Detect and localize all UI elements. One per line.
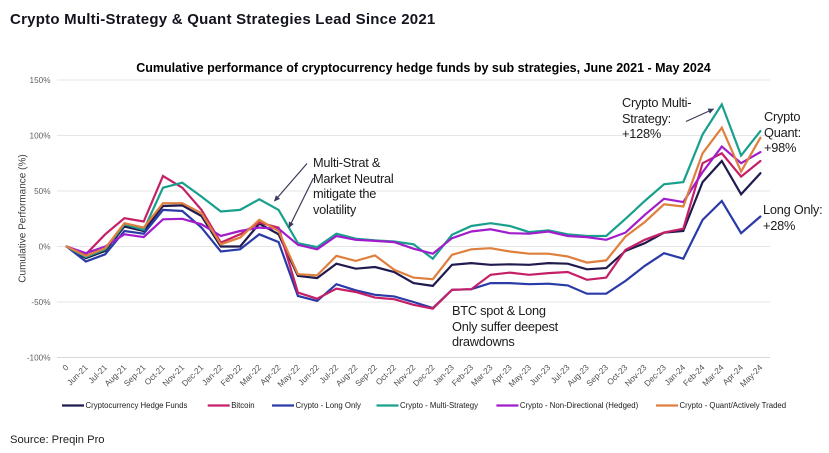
svg-text:150%: 150% (30, 76, 51, 85)
svg-text:Dec-23: Dec-23 (642, 362, 668, 388)
svg-text:Jun-23: Jun-23 (527, 362, 552, 387)
svg-text:Jun-21: Jun-21 (65, 362, 90, 387)
svg-text:Sep-23: Sep-23 (584, 362, 610, 388)
svg-text:Crypto - Quant/Actively Traded: Crypto - Quant/Actively Traded (680, 401, 787, 410)
svg-text:0: 0 (60, 362, 71, 373)
svg-text:-100%: -100% (27, 353, 51, 362)
svg-text:-50%: -50% (31, 298, 50, 307)
svg-text:Sep-22: Sep-22 (353, 362, 379, 388)
svg-text:Sep-21: Sep-21 (122, 362, 148, 388)
svg-text:Crypto - Multi-Strategy: Crypto - Multi-Strategy (400, 401, 478, 410)
svg-text:Cryptocurrency Hedge Funds: Cryptocurrency Hedge Funds (86, 401, 188, 410)
svg-text:Crypto - Non-Directional (Hedg: Crypto - Non-Directional (Hedged) (520, 401, 639, 410)
svg-text:Jun-22: Jun-22 (296, 362, 321, 387)
svg-text:Mar-22: Mar-22 (238, 362, 264, 388)
svg-text:Cumulative Performance (%): Cumulative Performance (%) (18, 154, 29, 282)
svg-text:Dec-22: Dec-22 (411, 362, 437, 388)
svg-text:0%: 0% (39, 242, 51, 251)
svg-text:100%: 100% (30, 131, 51, 140)
svg-text:Mar-23: Mar-23 (469, 362, 495, 388)
svg-text:Dec-21: Dec-21 (179, 362, 205, 388)
svg-text:Bitcoin: Bitcoin (231, 401, 254, 410)
svg-text:Crypto - Long Only: Crypto - Long Only (296, 401, 362, 410)
svg-text:Mar-24: Mar-24 (700, 362, 726, 388)
svg-text:50%: 50% (34, 187, 50, 196)
